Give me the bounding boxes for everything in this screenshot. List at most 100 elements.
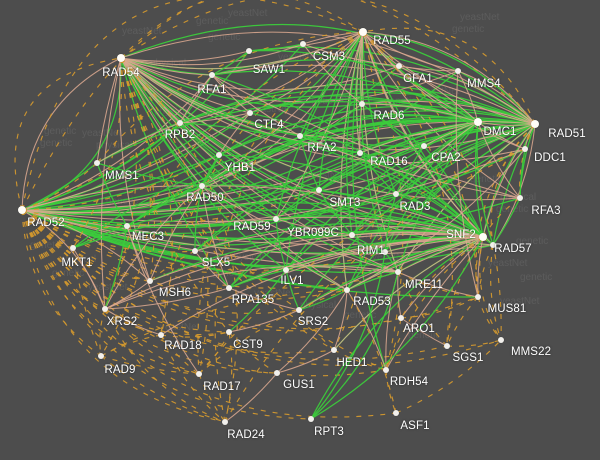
- edge-physical: [104, 265, 399, 310]
- edge-genetic: [160, 334, 200, 375]
- edge-genetic: [198, 289, 348, 375]
- node-cpa2[interactable]: [421, 143, 427, 149]
- edge-genetic: [400, 236, 484, 319]
- node-rdh54[interactable]: [383, 367, 389, 373]
- edge-physical: [302, 43, 363, 105]
- edge-physical: [298, 236, 484, 311]
- node-rad24[interactable]: [222, 419, 228, 425]
- node-csm3[interactable]: [300, 41, 306, 47]
- node-rad59[interactable]: [273, 216, 279, 222]
- edge-physical: [194, 250, 230, 289]
- node-mre11[interactable]: [395, 269, 401, 275]
- edge-coexpression: [492, 197, 521, 246]
- node-rad52[interactable]: [18, 206, 26, 214]
- edge-physical: [276, 289, 348, 374]
- node-rad51[interactable]: [531, 120, 539, 128]
- edge-genetic: [120, 57, 335, 351]
- node-aro1[interactable]: [398, 315, 404, 321]
- node-rad3[interactable]: [393, 191, 399, 197]
- edge-coexpression: [72, 225, 128, 249]
- edge-physical: [275, 216, 484, 238]
- edge-genetic: [21, 209, 397, 418]
- node-mus81[interactable]: [475, 294, 481, 300]
- node-rfa2[interactable]: [297, 133, 303, 139]
- node-rpt3[interactable]: [308, 416, 314, 422]
- edge-genetic: [21, 122, 181, 211]
- node-gfa1[interactable]: [396, 63, 402, 69]
- edge-coexpression: [21, 57, 122, 211]
- edge-physical: [398, 65, 459, 72]
- edge-genetic: [333, 349, 387, 371]
- node-rad17[interactable]: [196, 371, 202, 377]
- node-ilv1[interactable]: [283, 267, 289, 273]
- edge-genetic: [21, 209, 226, 423]
- edge-genetic: [104, 308, 226, 423]
- node-rfa3[interactable]: [517, 195, 523, 201]
- node-rad55[interactable]: [359, 28, 367, 36]
- edge-physical: [228, 287, 300, 311]
- node-asf1[interactable]: [393, 410, 399, 416]
- node-rim1[interactable]: [382, 249, 388, 255]
- edge-coexpression: [218, 154, 484, 238]
- node-rad9[interactable]: [98, 353, 104, 359]
- node-rad6[interactable]: [359, 101, 365, 107]
- node-hed1[interactable]: [331, 347, 337, 353]
- edge-coexpression: [362, 31, 536, 125]
- node-mkt1[interactable]: [70, 245, 76, 251]
- node-cst9[interactable]: [226, 329, 232, 335]
- node-rad54[interactable]: [117, 54, 125, 62]
- node-mms4[interactable]: [455, 68, 461, 74]
- edge-coexpression: [126, 202, 484, 238]
- node-slx5[interactable]: [192, 248, 198, 254]
- node-ybr099c[interactable]: [349, 232, 355, 238]
- node-rad16[interactable]: [357, 150, 363, 156]
- edge-genetic: [120, 57, 156, 282]
- node-srs2[interactable]: [296, 307, 302, 313]
- edge-coexpression: [310, 236, 484, 420]
- edge-coexpression: [248, 43, 304, 52]
- edge-coexpression: [285, 269, 300, 311]
- node-rpa135[interactable]: [226, 285, 232, 291]
- node-smt3[interactable]: [316, 187, 322, 193]
- edge-physical: [275, 31, 364, 220]
- node-ctf4[interactable]: [247, 110, 253, 116]
- edge-genetic: [120, 0, 364, 59]
- edge-coexpression: [126, 185, 203, 227]
- node-rpb2[interactable]: [177, 120, 183, 126]
- edge-genetic: [21, 209, 502, 367]
- node-mec3[interactable]: [124, 223, 130, 229]
- node-rad50[interactable]: [199, 183, 205, 189]
- edge-coexpression: [179, 83, 536, 125]
- node-rad18[interactable]: [158, 332, 164, 338]
- node-snf2[interactable]: [479, 233, 487, 241]
- node-xrs2[interactable]: [102, 306, 108, 312]
- edge-coexpression: [104, 225, 128, 310]
- node-yhb1[interactable]: [216, 152, 222, 158]
- node-saw1[interactable]: [246, 48, 252, 54]
- edge-coexpression: [126, 120, 479, 227]
- node-mms1[interactable]: [94, 160, 100, 166]
- edge-genetic: [198, 373, 226, 423]
- edge-coexpression: [228, 121, 479, 289]
- edge-physical: [477, 121, 521, 199]
- node-mms22[interactable]: [498, 337, 504, 343]
- node-rad53[interactable]: [344, 287, 350, 293]
- edge-genetic: [99, 308, 106, 357]
- edge-genetic: [21, 209, 196, 253]
- node-gus1[interactable]: [274, 370, 280, 376]
- edge-coexpression: [120, 57, 363, 108]
- edge-genetic: [120, 57, 387, 371]
- node-msh6[interactable]: [147, 278, 153, 284]
- node-ddc1[interactable]: [522, 146, 528, 152]
- node-rfa1[interactable]: [209, 72, 215, 78]
- node-sgs1[interactable]: [444, 343, 450, 349]
- edge-coexpression: [476, 121, 494, 246]
- edge-coexpression: [228, 269, 287, 289]
- edge-physical: [120, 57, 479, 140]
- edge-physical: [397, 271, 402, 319]
- node-dmc1[interactable]: [474, 118, 482, 126]
- edge-physical: [228, 309, 300, 333]
- node-rad57[interactable]: [490, 242, 496, 248]
- edge-genetic: [120, 57, 230, 333]
